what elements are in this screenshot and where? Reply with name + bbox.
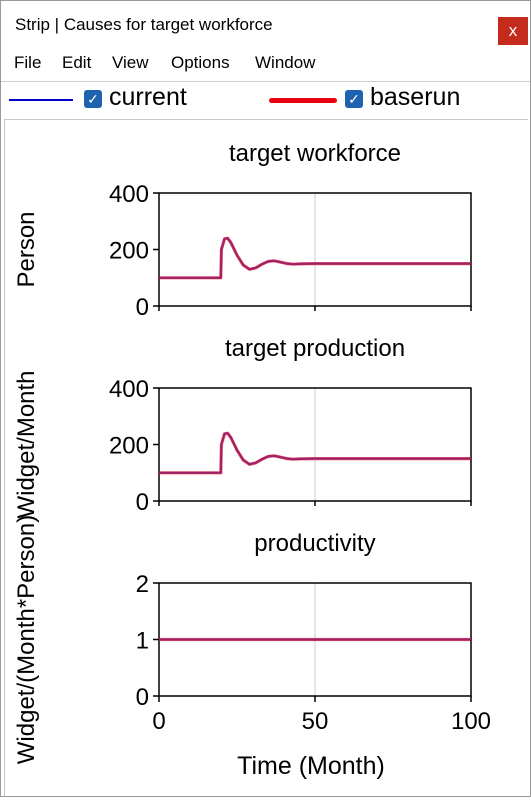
- y-axis-label: Widget/(Month*Person): [13, 515, 40, 764]
- y-tick-label: 1: [136, 628, 149, 655]
- menu-file[interactable]: File: [14, 53, 42, 72]
- x-tick-label: 100: [451, 708, 491, 735]
- y-axis-label: Widget/Month: [13, 370, 40, 518]
- series-line-baserun: [159, 432, 471, 474]
- legend-baserun-label: baserun: [370, 83, 461, 111]
- y-tick-label: 400: [109, 376, 149, 403]
- baserun-checkbox[interactable]: ✓: [345, 90, 363, 108]
- y-tick-label: 2: [136, 571, 149, 598]
- title-bar[interactable]: Strip | Causes for target workforce x: [1, 1, 530, 47]
- chart-1: target production Widget/Month 0 200 400: [13, 335, 472, 519]
- y-axis-label: Person: [13, 211, 40, 287]
- current-checkbox[interactable]: ✓: [84, 90, 102, 108]
- y-tick-label: 400: [109, 181, 149, 208]
- y-tick-label: 200: [109, 238, 149, 265]
- menu-options[interactable]: Options: [171, 53, 230, 72]
- menu-view[interactable]: View: [112, 53, 149, 72]
- strip-chart-area: target workforce Person 0 200 400 target prod…: [4, 119, 528, 796]
- chart-title: target workforce: [229, 140, 401, 167]
- legend: ✓ current ✓ baserun: [1, 81, 530, 118]
- window-title: Strip | Causes for target workforce: [15, 15, 273, 34]
- x-tick-label: 0: [152, 708, 165, 735]
- chart-2: productivity Widget/(Month*Person) 0 1 2 0 50 1…: [13, 515, 491, 780]
- menu-window[interactable]: Window: [255, 53, 316, 72]
- legend-current-swatch: [9, 99, 73, 101]
- chart-title: productivity: [254, 530, 375, 557]
- y-tick-label: 0: [136, 684, 149, 711]
- legend-baserun-swatch: [269, 98, 337, 103]
- close-button[interactable]: x: [498, 17, 528, 45]
- chart-0: target workforce Person 0 200 400: [13, 140, 472, 321]
- legend-current-label: current: [109, 83, 187, 111]
- series-line-baserun: [159, 237, 471, 279]
- x-axis-label: Time (Month): [237, 752, 385, 780]
- y-tick-label: 0: [136, 489, 149, 516]
- x-tick-label: 50: [302, 708, 329, 735]
- menu-bar: File Edit View Options Window: [1, 51, 530, 77]
- chart-title: target production: [225, 335, 405, 362]
- y-tick-label: 200: [109, 433, 149, 460]
- y-tick-label: 0: [136, 294, 149, 321]
- menu-edit[interactable]: Edit: [62, 53, 92, 72]
